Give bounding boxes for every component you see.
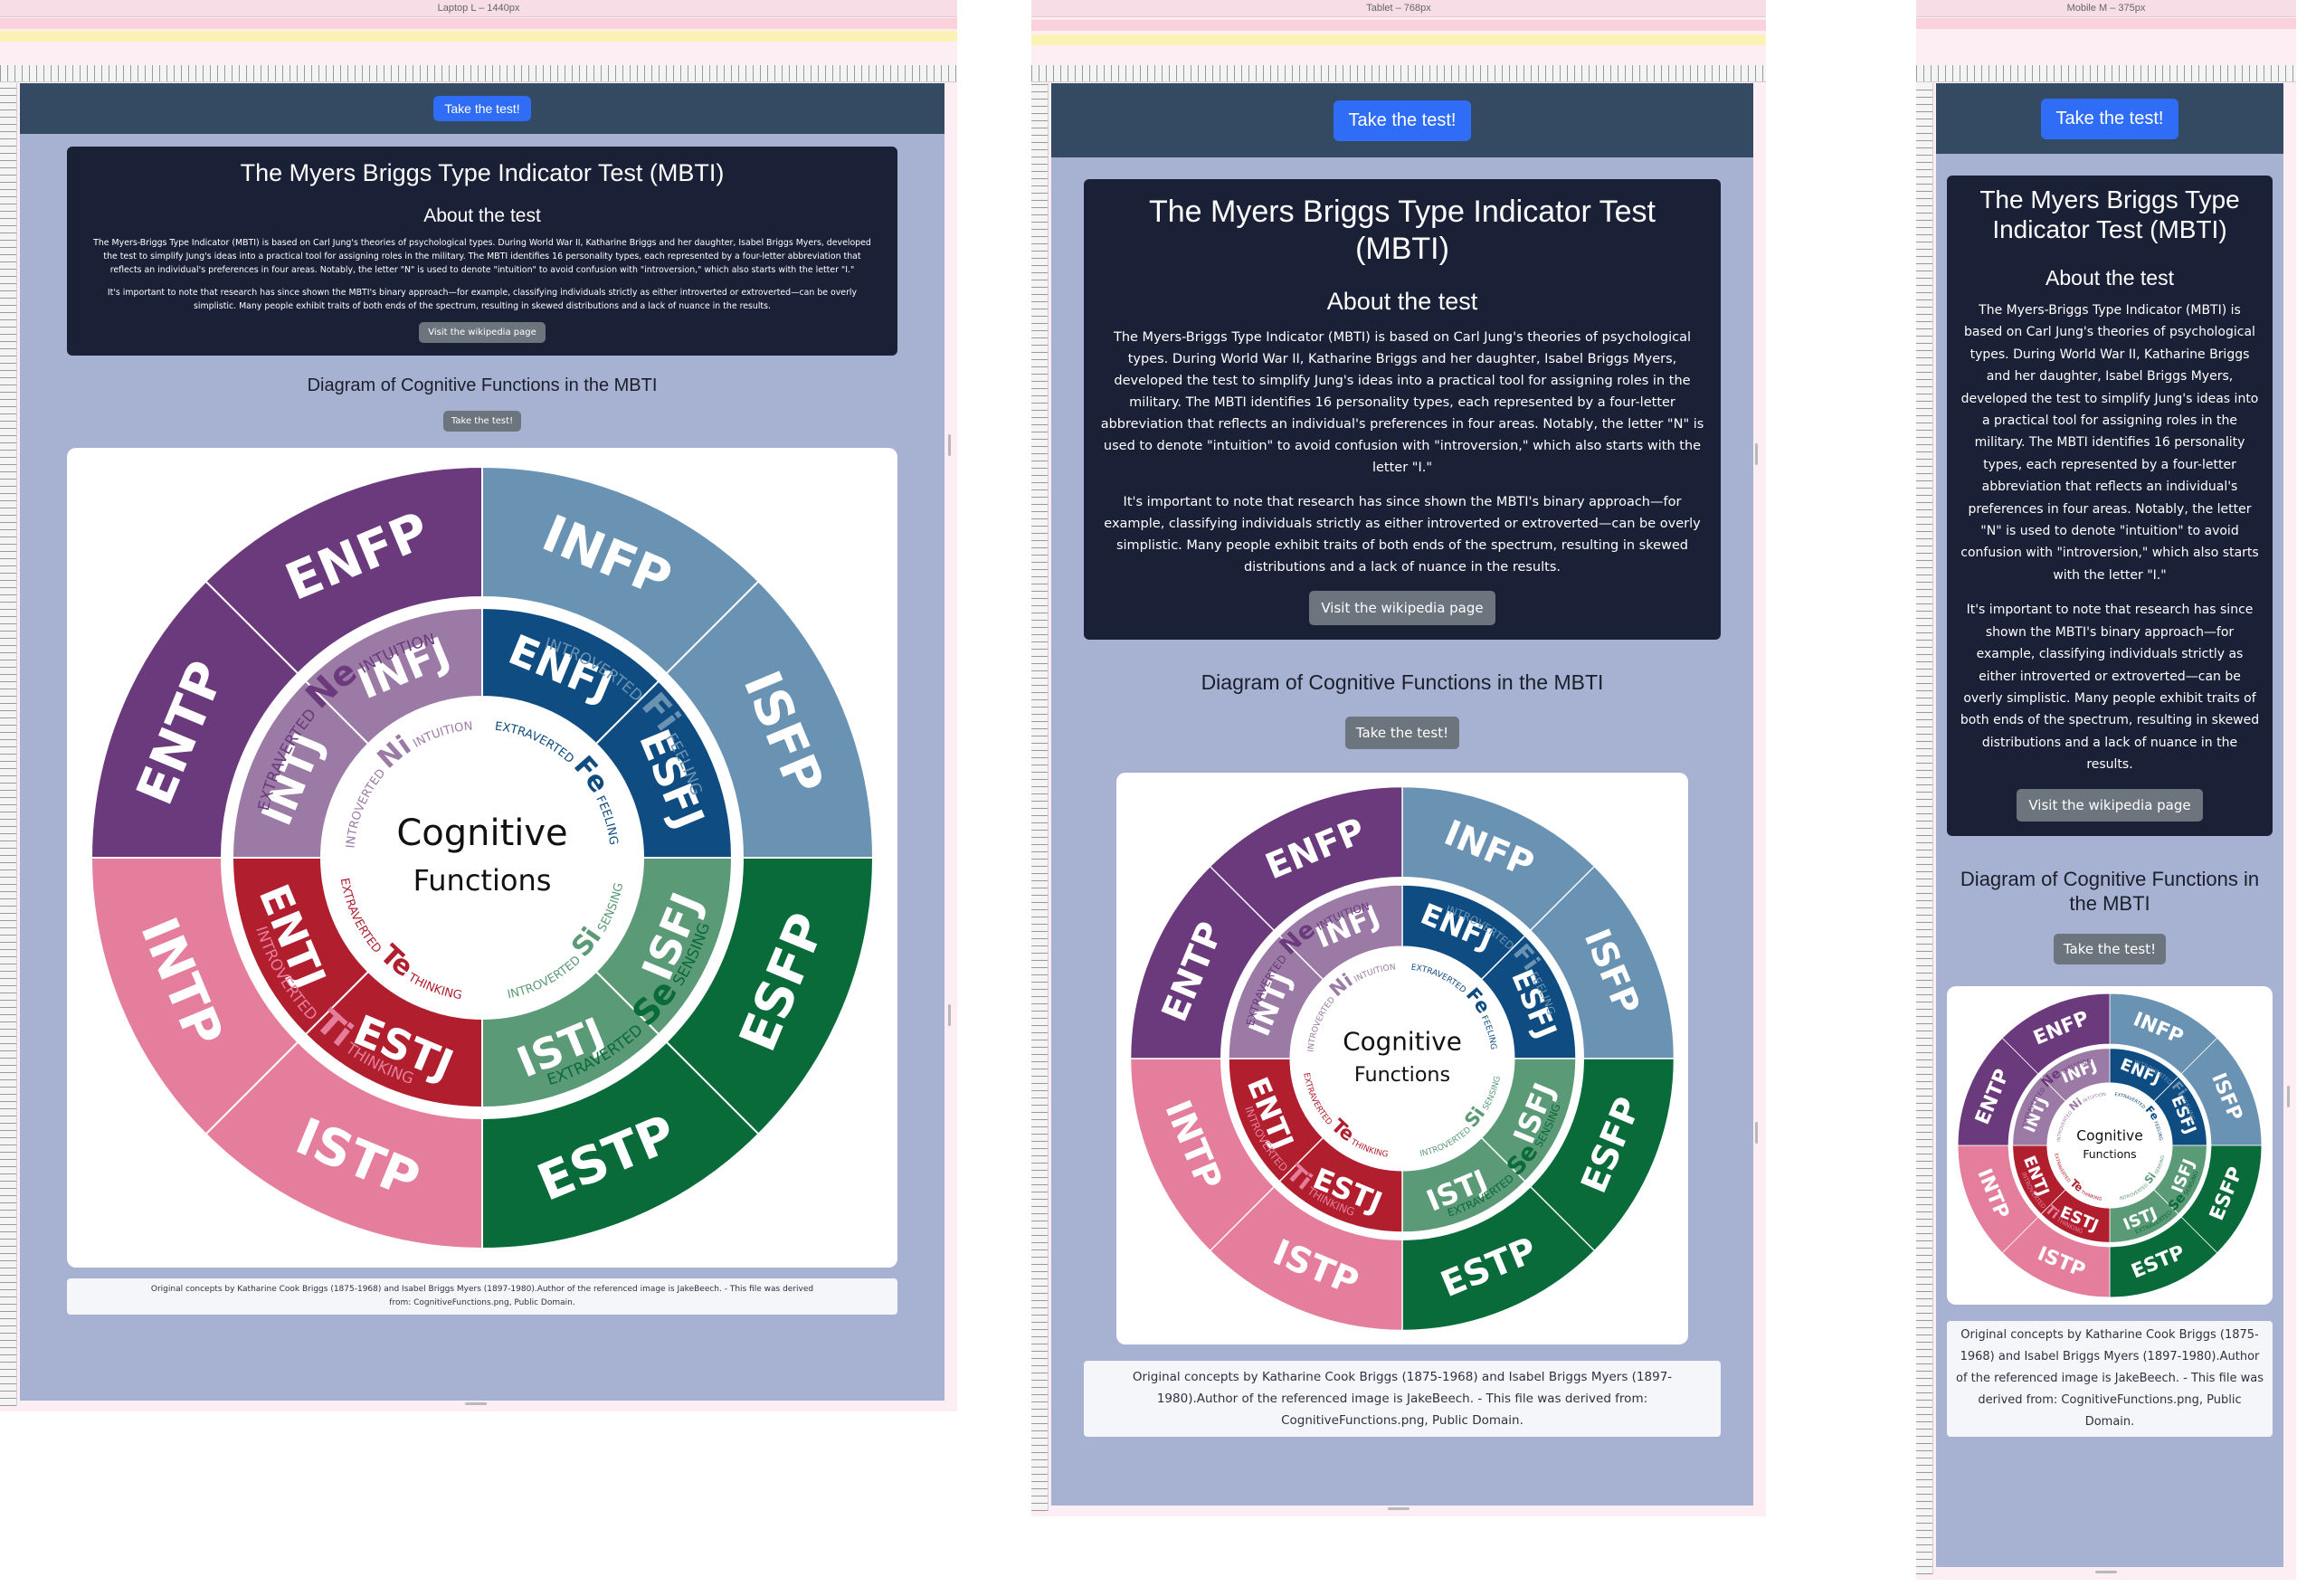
wheel-center-title: Cognitive	[2076, 1127, 2143, 1144]
resize-handle[interactable]	[948, 1004, 951, 1026]
about-paragraph-2: It's important to note that research has…	[1104, 495, 1701, 575]
page-title: The Myers Briggs Type Indicator Test (MB…	[1979, 185, 2240, 243]
wheel-center-title: Cognitive	[1343, 1026, 1462, 1056]
outer-segment-enfp	[204, 465, 483, 675]
media-query-bar[interactable]	[0, 31, 957, 42]
about-paragraph-2: It's important to note that research has…	[107, 288, 858, 311]
inner-segment-infj	[2040, 1047, 2111, 1102]
frame-label: Laptop L – 1440px	[437, 3, 520, 14]
outer-segment-enfp	[1209, 785, 1403, 932]
about-card: The Myers Briggs Type Indicator Test (MB…	[1947, 176, 2273, 836]
device-bar: Mobile M – 375px	[1916, 0, 2296, 17]
diagram-box: INFP ISFP ESFP ESTP ISTP INTP ENTP ENFP ENFJ ESFJ…	[1116, 773, 1688, 1344]
about-paragraph-1: The Myers-Briggs Type Indicator (MBTI) i…	[1960, 303, 2259, 583]
about-heading: About the test	[1326, 288, 1478, 315]
device-bar: Tablet – 768px	[1031, 0, 1766, 17]
diagram-heading: Diagram of Cognitive Functions in the MB…	[307, 375, 658, 395]
about-card: The Myers Briggs Type Indicator Test (MB…	[67, 147, 897, 356]
outer-segment-enfp	[2001, 993, 2111, 1074]
take-test-button[interactable]: Take the test!	[2040, 98, 2179, 139]
attribution-note: Original concepts by Katharine Cook Brig…	[67, 1278, 897, 1315]
media-query-bar[interactable]	[1031, 20, 1766, 31]
wheel-center-title: Cognitive	[396, 812, 567, 854]
inner-segment-infj	[304, 606, 483, 746]
wikipedia-button[interactable]: Visit the wikipedia page	[419, 322, 546, 343]
take-test-button[interactable]: Take the test!	[1333, 100, 1472, 141]
page-title: The Myers Briggs Type Indicator Test (MB…	[1149, 195, 1656, 266]
media-query-bar[interactable]	[0, 18, 957, 29]
about-paragraph-1: The Myers-Briggs Type Indicator (MBTI) i…	[1100, 330, 1704, 475]
diagram-take-test-button[interactable]: Take the test!	[442, 411, 522, 432]
resize-handle[interactable]	[2095, 1571, 2117, 1573]
about-paragraph-1: The Myers-Briggs Type Indicator (MBTI) i…	[93, 238, 871, 275]
top-bar: Take the test!	[1936, 83, 2283, 154]
top-bar: Take the test!	[1051, 83, 1753, 157]
page-title: The Myers Briggs Type Indicator Test (MB…	[240, 159, 725, 186]
cognitive-functions-wheel: INFPISFPESFPESTPISTPINTPENTPENFPENFJESFJ…	[1129, 785, 1675, 1332]
laptop-frame: Laptop L – 1440px Take the test! The Mye…	[0, 0, 957, 1411]
tablet-viewport: Take the test! The Myers Briggs Type Ind…	[1051, 83, 1753, 1506]
wheel-center-subtitle: Functions	[1354, 1063, 1450, 1087]
wheel-center-subtitle: Functions	[413, 863, 552, 898]
vertical-ruler	[1031, 83, 1049, 1511]
vertical-ruler	[0, 83, 17, 1406]
resize-handle[interactable]	[1388, 1507, 1410, 1510]
about-card: The Myers Briggs Type Indicator Test (MB…	[1084, 179, 1721, 640]
mobile-frame: Mobile M – 375px Take the test! The Myer…	[1916, 0, 2296, 1580]
diagram-take-test-button[interactable]: Take the test!	[1344, 717, 1460, 749]
horizontal-ruler	[0, 65, 957, 82]
about-heading: About the test	[2045, 266, 2174, 290]
laptop-viewport: Take the test! The Myers Briggs Type Ind…	[20, 83, 944, 1401]
diagram-box: INFP ISFP ESFP ESTP ISTP INTP ENTP ENFP ENFJ ESFJ…	[67, 448, 897, 1268]
attribution-note: Original concepts by Katharine Cook Brig…	[1947, 1320, 2273, 1437]
tablet-frame: Tablet – 768px Take the test! The Myers …	[1031, 0, 1766, 1516]
cognitive-functions-wheel: INFPISFPESFPESTPISTPINTPENTPENFPENFJESFJ…	[1957, 993, 2263, 1297]
about-heading: About the test	[423, 205, 541, 226]
vertical-ruler	[1916, 83, 1933, 1574]
inner-segment-infj	[1278, 884, 1403, 981]
media-query-bar[interactable]	[1916, 18, 2296, 29]
resize-handle[interactable]	[948, 434, 951, 456]
media-query-bar[interactable]	[1031, 34, 1766, 45]
diagram-box: INFP ISFP ESFP ESTP ISTP INTP ENTP ENFP ENFJ ESFJ…	[1947, 985, 2273, 1305]
diagram-take-test-button[interactable]: Take the test!	[2053, 933, 2167, 964]
wikipedia-button[interactable]: Visit the wikipedia page	[1309, 591, 1495, 625]
about-paragraph-2: It's important to note that research has…	[1960, 603, 2260, 773]
frame-label: Mobile M – 375px	[2066, 3, 2146, 14]
device-bar: Laptop L – 1440px	[0, 0, 957, 17]
top-bar: Take the test!	[20, 83, 944, 134]
resize-handle[interactable]	[2287, 1086, 2290, 1107]
diagram-heading: Diagram of Cognitive Functions in the MB…	[1960, 867, 2260, 915]
cognitive-functions-wheel: INFPISFPESFPESTPISTPINTPENTPENFPENFJESFJ…	[90, 465, 875, 1250]
mobile-viewport: Take the test! The Myers Briggs Type Ind…	[1936, 83, 2283, 1567]
resize-handle[interactable]	[1755, 443, 1758, 465]
horizontal-ruler	[1031, 65, 1766, 82]
horizontal-ruler	[1916, 65, 2296, 82]
resize-handle[interactable]	[465, 1402, 487, 1405]
wheel-center-subtitle: Functions	[2083, 1147, 2136, 1161]
diagram-heading: Diagram of Cognitive Functions in the MB…	[1201, 670, 1604, 694]
attribution-note: Original concepts by Katharine Cook Brig…	[1084, 1361, 1721, 1437]
wikipedia-button[interactable]: Visit the wikipedia page	[2017, 788, 2203, 822]
take-test-button[interactable]: Take the test!	[433, 96, 531, 121]
resize-handle[interactable]	[1755, 1122, 1758, 1144]
frame-label: Tablet – 768px	[1366, 3, 1431, 14]
